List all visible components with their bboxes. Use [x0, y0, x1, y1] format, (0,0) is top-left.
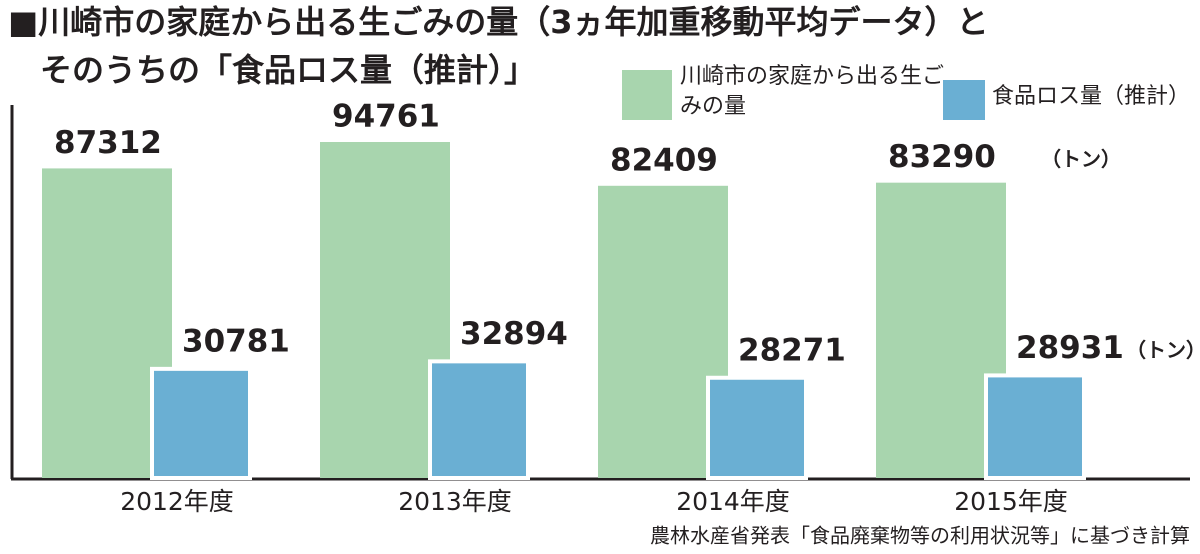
legend-swatch [943, 80, 985, 120]
value-label: 30781 [182, 323, 290, 359]
value-label: 28931 [1016, 330, 1124, 366]
legend-swatch [622, 70, 672, 120]
chart-title: ■川崎市の家庭から出る生ごみの量（3ヵ年加重移動平均データ）と [8, 3, 989, 41]
legend-label: 食品ロス量（推計） [992, 84, 1191, 109]
value-label: 32894 [460, 316, 568, 352]
legend-label-box: 食品ロス量（推計） [992, 84, 1191, 109]
legend-label-box: 川崎市の家庭から出る生ごみの量 [680, 64, 945, 119]
bar [428, 359, 530, 480]
bar [984, 373, 1086, 480]
x-tick-label: 2014年度 [676, 487, 790, 516]
value-label: 87312 [54, 125, 162, 161]
x-tick-label: 2013年度 [398, 487, 512, 516]
legend-label: 川崎市の家庭から出る生ごみの量 [680, 64, 945, 119]
bar [706, 375, 808, 480]
source-note: 農林水産省発表「食品廃棄物等の利用状況等」に基づき計算 [650, 524, 1190, 548]
value-label: 94761 [332, 99, 440, 135]
bar [150, 366, 252, 480]
x-tick-label: 2015年度 [954, 487, 1068, 516]
chart-subtitle: そのうちの「食品ロス量（推計）」 [40, 51, 536, 89]
value-label: 83290 [888, 139, 996, 175]
unit-label: （トン） [1126, 338, 1200, 362]
value-label: 28271 [738, 332, 846, 368]
value-label: 82409 [610, 142, 718, 178]
unit-label: （トン） [1041, 147, 1121, 171]
x-tick-label: 2012年度 [120, 487, 234, 516]
